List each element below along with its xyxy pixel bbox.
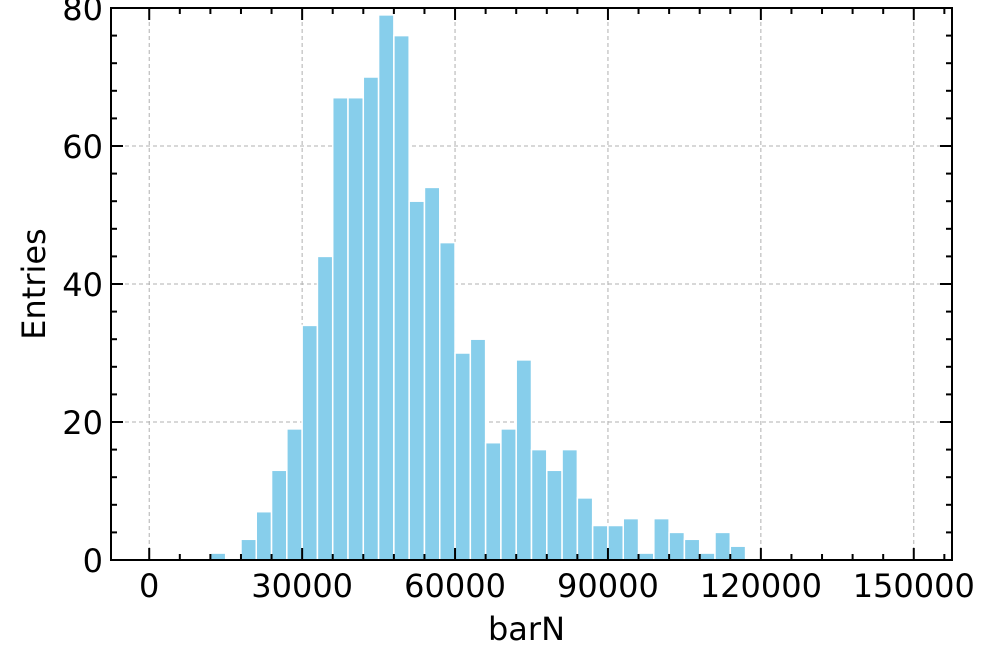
- x-tick-label: 150000: [853, 567, 975, 605]
- x-tick-label: 120000: [700, 567, 822, 605]
- x-tick-label: 60000: [404, 567, 506, 605]
- histogram-bars: [209, 14, 747, 561]
- histogram-bar: [515, 359, 533, 561]
- x-tick-label: 0: [139, 567, 159, 605]
- y-tick-label: 80: [62, 0, 103, 28]
- histogram-bar: [408, 200, 426, 561]
- histogram-bar: [591, 524, 609, 561]
- histogram-bar: [439, 241, 456, 561]
- y-tick-label: 20: [62, 404, 103, 442]
- histogram-bar: [668, 531, 686, 561]
- histogram-bar: [729, 545, 747, 561]
- x-tick-labels: 0 30000 60000 90000 120000 150000: [139, 567, 975, 605]
- axis-ticks: [111, 7, 952, 561]
- histogram-bar: [240, 538, 258, 561]
- histogram-bar: [622, 517, 640, 561]
- y-tick-label: 40: [62, 266, 103, 304]
- histogram-bar: [683, 538, 701, 561]
- histogram-bar: [209, 552, 227, 561]
- histogram-bar: [331, 96, 349, 561]
- y-tick-label: 0: [83, 542, 103, 580]
- histogram-bar: [561, 448, 579, 561]
- histogram-bar: [347, 96, 365, 561]
- y-tick-labels: 0 20 40 60 80: [62, 0, 103, 580]
- histogram-bar: [546, 469, 563, 561]
- x-axis-label: barN: [488, 610, 565, 646]
- histogram-bar: [377, 14, 395, 561]
- y-tick-label: 60: [62, 128, 103, 166]
- histogram-bar: [576, 497, 594, 561]
- histogram-bar: [393, 34, 410, 561]
- histogram-bar: [301, 324, 319, 561]
- x-tick-label: 90000: [557, 567, 659, 605]
- histogram-bar: [316, 255, 334, 561]
- histogram-bar: [362, 76, 380, 561]
- histogram-bar: [698, 552, 716, 561]
- histogram-bar: [454, 352, 472, 561]
- histogram-bar: [469, 338, 487, 561]
- y-axis-label: Entries: [15, 228, 53, 339]
- histogram-bar: [637, 552, 655, 561]
- histogram-bar: [500, 428, 517, 561]
- histogram-bar: [607, 524, 624, 561]
- histogram-bar: [530, 448, 548, 561]
- histogram-bar: [714, 531, 732, 561]
- histogram-bar: [270, 469, 288, 561]
- x-tick-label: 30000: [251, 567, 353, 605]
- histogram-bar: [286, 428, 303, 561]
- histogram-bar: [484, 441, 502, 561]
- histogram-bar: [423, 186, 441, 561]
- histogram-bar: [255, 510, 273, 561]
- histogram-bar: [653, 517, 670, 561]
